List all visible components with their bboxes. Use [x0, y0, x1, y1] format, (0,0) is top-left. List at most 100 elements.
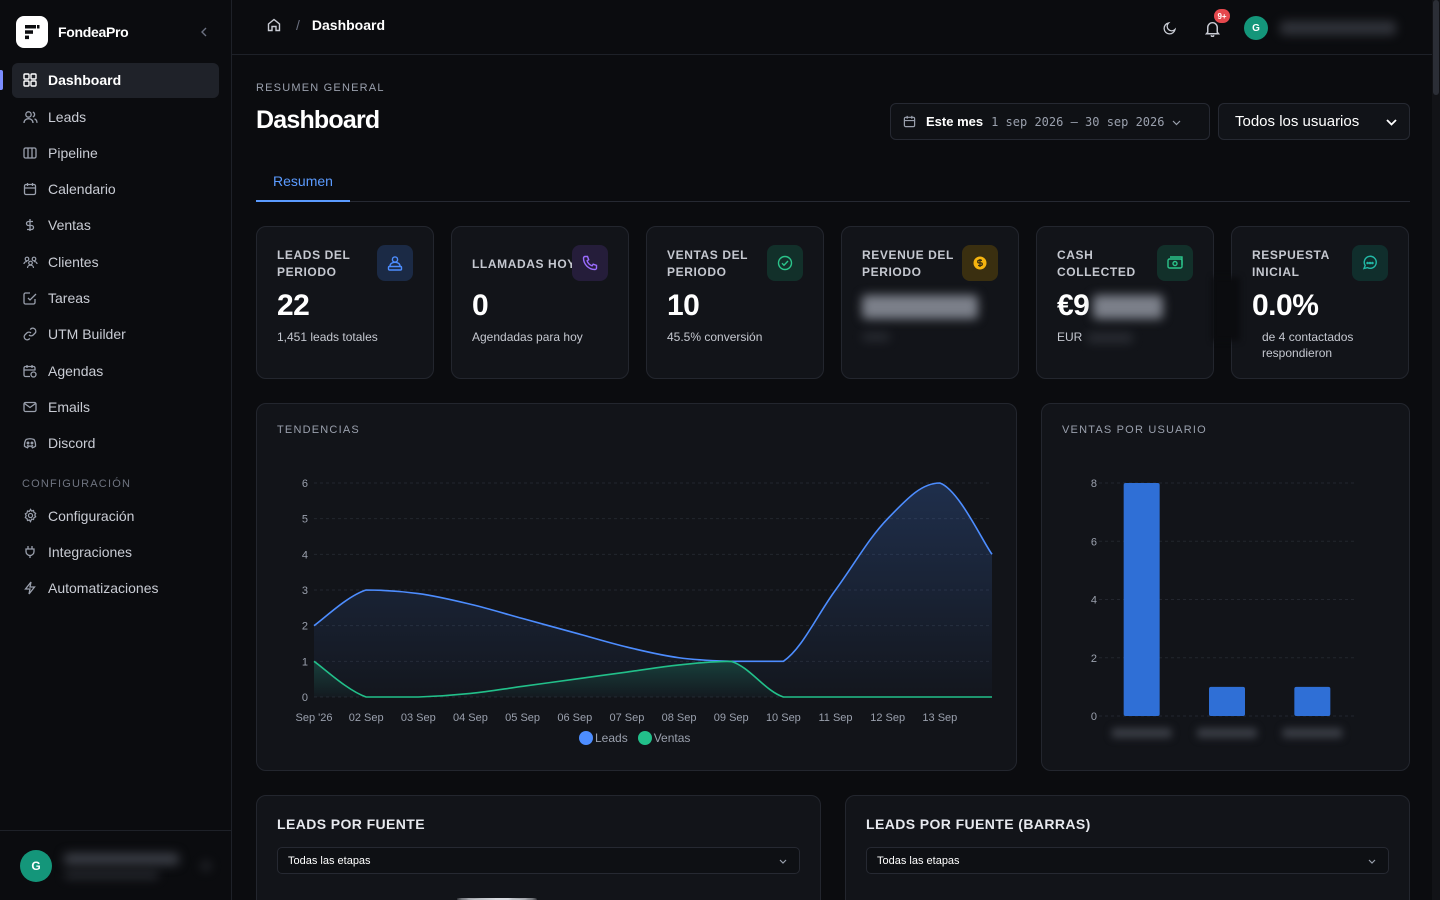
- x-tick-label-redacted: [1111, 728, 1172, 738]
- sidebar-item-label: Clientes: [48, 253, 99, 270]
- x-tick-label-redacted: [1197, 728, 1257, 738]
- sidebar-item-emails[interactable]: Emails: [12, 390, 219, 425]
- sidebar-item-dashboard[interactable]: Dashboard: [0, 63, 219, 98]
- panel-title: TENDENCIAS: [277, 424, 360, 436]
- kpi-label: CASH COLLECTED: [1057, 248, 1136, 279]
- sidebar-item-label: Automatizaciones: [48, 580, 159, 597]
- tab-resumen[interactable]: Resumen: [256, 162, 350, 202]
- y-tick-label: 6: [1091, 536, 1097, 548]
- message-icon: [1352, 245, 1388, 281]
- stage-filter-select[interactable]: Todas las etapas: [866, 847, 1389, 874]
- trends-line-chart: 0 1 2 3 4 5 6 Sep '26 02 Sep 03 Sep 04 Sep 05 Sep 06…: [296, 478, 993, 724]
- kpi-label: LLAMADAS HOY: [472, 257, 576, 271]
- bell-icon[interactable]: 9+: [1198, 9, 1230, 42]
- chevron-down-icon: [1386, 113, 1397, 130]
- sidebar-item-leads[interactable]: Leads: [12, 99, 219, 134]
- dollar-icon: [22, 217, 38, 233]
- kpi-label: REVENUE DEL PERIODO: [862, 248, 954, 279]
- sidebar-item-ventas[interactable]: Ventas: [12, 208, 219, 243]
- y-tick-label: 2: [1091, 653, 1097, 665]
- sidebar-item-integraciones[interactable]: Integraciones: [12, 535, 219, 570]
- kpi-cards: LEADS DEL PERIODO 22 1,451 leads totales…: [256, 226, 1410, 379]
- kpi-value-redacted: [862, 295, 978, 319]
- sidebar-item-discord[interactable]: Discord: [12, 426, 219, 461]
- chart-legend: Leads Ventas: [579, 731, 690, 745]
- sidebar-user[interactable]: G: [0, 830, 232, 900]
- kpi-label: RESPUESTA INICIAL: [1252, 248, 1330, 279]
- legend-label-leads[interactable]: Leads: [595, 731, 628, 745]
- sidebar-item-utm-builder[interactable]: UTM Builder: [12, 317, 219, 352]
- scrollbar-thumb[interactable]: [1433, 0, 1439, 95]
- kpi-subtext: 45.5% conversión: [667, 330, 763, 344]
- sidebar-item-configuracion[interactable]: Configuración: [12, 498, 219, 533]
- y-tick-label: 0: [1091, 711, 1097, 723]
- x-tick-label: 04 Sep: [453, 712, 488, 724]
- kpi-value: 10: [667, 289, 700, 322]
- discord-icon: [22, 435, 38, 451]
- leads-by-source-panel: LEADS POR FUENTE Todas las etapas: [256, 795, 821, 900]
- sidebar-item-calendario[interactable]: Calendario: [12, 172, 219, 207]
- user-filter-value: Todos los usuarios: [1235, 113, 1360, 130]
- fondeapro-logo-icon: [16, 16, 48, 48]
- avatar[interactable]: G: [1244, 16, 1268, 40]
- collapse-sidebar-button[interactable]: [196, 22, 212, 42]
- topbar-actions: 9+ G: [1156, 9, 1396, 44]
- x-tick-label-redacted: [1282, 728, 1343, 738]
- x-tick-label: 08 Sep: [662, 712, 697, 724]
- y-tick-label: 0: [302, 692, 308, 704]
- sidebar-item-tareas[interactable]: Tareas: [12, 281, 219, 316]
- kpi-card-leads: LEADS DEL PERIODO 22 1,451 leads totales: [256, 226, 434, 379]
- kpi-value: 0.0%: [1252, 289, 1319, 322]
- panel-title: LEADS POR FUENTE: [277, 816, 425, 832]
- users-icon: [22, 109, 38, 125]
- kpi-card-respuesta-inicial: RESPUESTA INICIAL 0.0% de 4 contactados …: [1212, 226, 1409, 379]
- chevron-down-icon: [1172, 114, 1181, 129]
- y-tick-label: 8: [1091, 478, 1097, 490]
- leads-by-source-bars-panel: LEADS POR FUENTE (BARRAS) Todas las etap…: [845, 795, 1410, 900]
- x-tick-label: 06 Sep: [557, 712, 592, 724]
- plug-icon: [22, 544, 38, 560]
- calendar-icon: [903, 115, 916, 128]
- kpi-label: LEADS DEL PERIODO: [277, 248, 351, 279]
- sidebar-item-label: Ventas: [48, 217, 91, 234]
- link-icon: [22, 326, 38, 342]
- topbar: / Dashboard 9+ G: [232, 0, 1440, 900]
- sidebar-item-pipeline[interactable]: Pipeline: [12, 136, 219, 171]
- x-tick-label: 07 Sep: [609, 712, 644, 724]
- user-name-redacted: [1280, 21, 1396, 35]
- sidebar-item-label: Dashboard: [48, 72, 122, 89]
- kpi-card-llamadas: LLAMADAS HOY 0 Agendadas para hoy: [451, 226, 629, 379]
- tasks-icon: [22, 290, 38, 306]
- moon-icon[interactable]: [1156, 14, 1184, 42]
- y-tick-label: 6: [302, 478, 308, 490]
- kpi-card-cash-collected: CASH COLLECTED €9 EUR: [1036, 226, 1214, 379]
- sidebar-item-automatizaciones[interactable]: Automatizaciones: [12, 571, 219, 606]
- user-filter-select[interactable]: Todos los usuarios: [1218, 103, 1410, 140]
- user-info-redacted: [64, 852, 179, 879]
- pie-chart-top-edge: [457, 898, 537, 900]
- phone-icon: [572, 245, 608, 281]
- page-scrollbar[interactable]: [1432, 0, 1440, 900]
- breadcrumb: / Dashboard: [266, 17, 385, 33]
- y-tick-label: 2: [302, 621, 308, 633]
- x-tick-label: 02 Sep: [349, 712, 384, 724]
- user-menu-icon[interactable]: [201, 860, 211, 871]
- sidebar-item-agendas[interactable]: Agendas: [12, 353, 219, 388]
- legend-label-ventas[interactable]: Ventas: [653, 731, 691, 745]
- sidebar-item-clientes[interactable]: Clientes: [12, 244, 219, 279]
- sidebar-item-label: Leads: [48, 108, 87, 125]
- kpi-value: €9: [1057, 289, 1090, 322]
- brand[interactable]: FondeaPro: [16, 16, 129, 48]
- breadcrumb-separator: /: [296, 17, 300, 33]
- stage-filter-select[interactable]: Todas las etapas: [277, 847, 800, 874]
- y-tick-label: 1: [302, 656, 308, 668]
- tabs: Resumen: [256, 162, 1410, 202]
- grid-icon: [22, 72, 38, 88]
- date-range-picker[interactable]: Este mes 1 sep 2026 – 30 sep 2026: [890, 103, 1210, 140]
- x-tick-label: 10 Sep: [766, 712, 801, 724]
- legend-swatch-leads: [579, 731, 593, 745]
- kpi-value-redacted: [1093, 295, 1163, 319]
- home-icon[interactable]: [266, 17, 282, 33]
- x-tick-label: 12 Sep: [870, 712, 905, 724]
- clients-icon: [22, 254, 38, 270]
